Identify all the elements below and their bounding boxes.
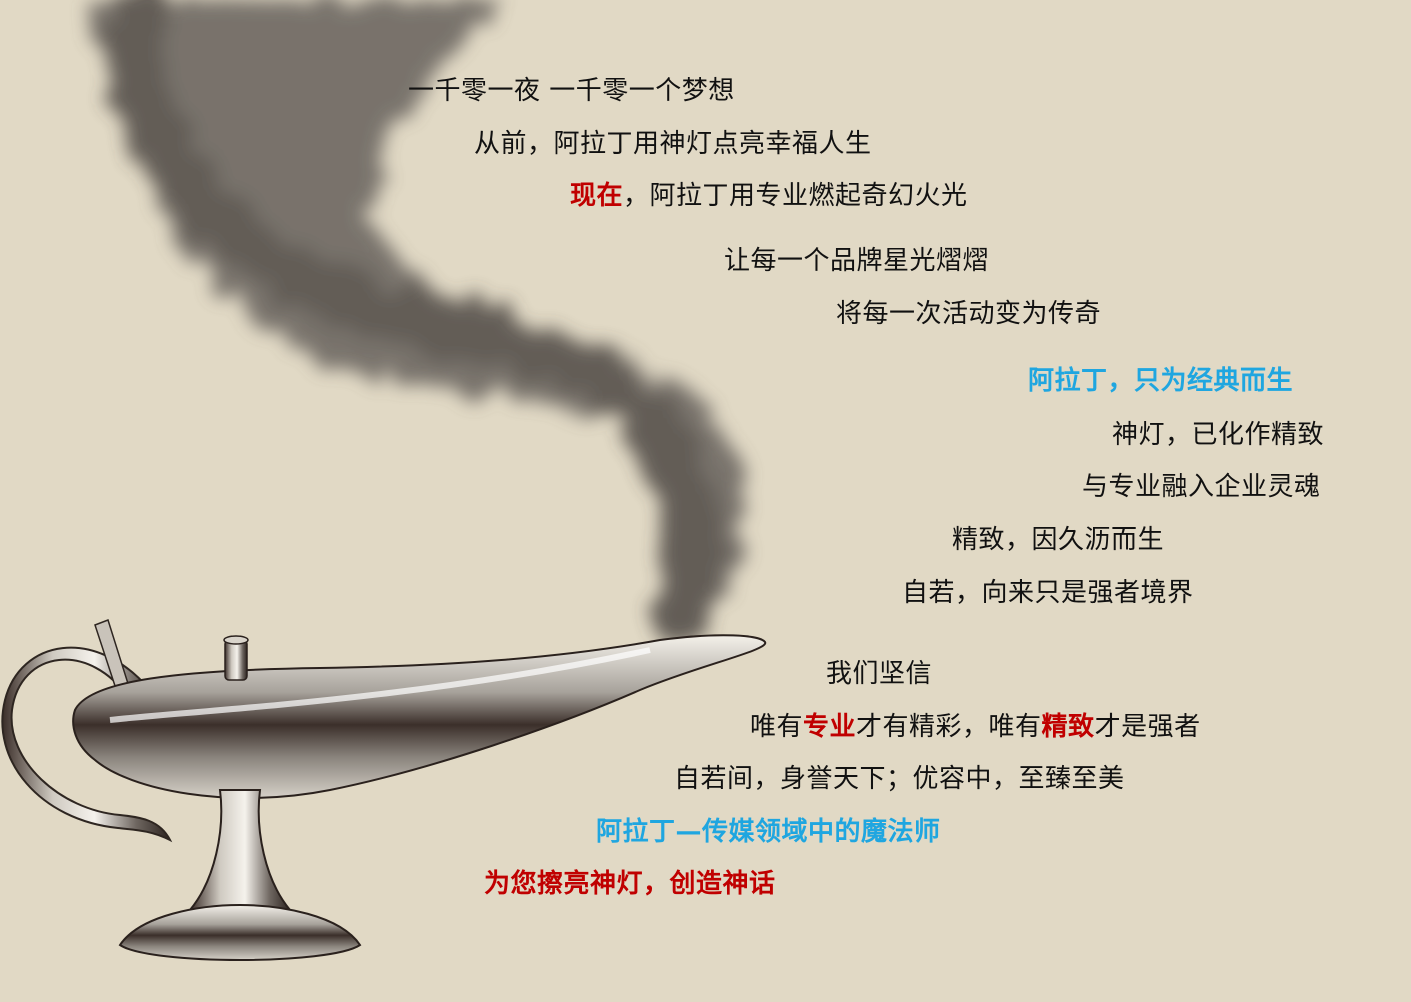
text-line-12-c: 才有精彩，唯有	[856, 712, 1042, 742]
text-line-7: 神灯，已化作精致	[1112, 420, 1325, 450]
text-line-10: 自若，向来只是强者境界	[902, 578, 1194, 608]
text-line-2: 从前，阿拉丁用神灯点亮幸福人生	[474, 129, 872, 159]
text-line-3-rest: ，阿拉丁用专业燃起奇幻火光	[623, 181, 968, 211]
slogan-magician: 阿拉丁—传媒领域中的魔法师	[596, 817, 941, 847]
text-line-9: 精致，因久沥而生	[952, 525, 1165, 555]
highlight-now: 现在	[570, 181, 624, 211]
magic-lamp	[1, 619, 767, 961]
text-line-4: 让每一个品牌星光熠熠	[724, 246, 990, 276]
text-line-5: 将每一次活动变为传奇	[836, 299, 1102, 329]
text-line-13: 自若间，身誉天下；优容中，至臻至美	[674, 764, 1125, 794]
text-line-3: 现在，阿拉丁用专业燃起奇幻火光	[570, 179, 968, 213]
highlight-professional: 专业	[803, 712, 857, 742]
text-line-12-e: 才是强者	[1094, 712, 1201, 742]
highlight-refined: 精致	[1041, 712, 1095, 742]
text-line-12-a: 唯有	[750, 712, 804, 742]
text-line-8: 与专业融入企业灵魂	[1082, 472, 1321, 502]
text-line-12: 唯有专业才有精彩，唯有精致才是强者	[750, 710, 1201, 744]
text-line-11: 我们坚信	[826, 659, 933, 689]
slogan-classic: 阿拉丁，只为经典而生	[1028, 366, 1294, 396]
slogan-polish-lamp: 为您擦亮神灯，创造神话	[484, 869, 776, 899]
smoke-plume	[90, 0, 746, 648]
text-line-1: 一千零一夜 一千零一个梦想	[408, 76, 735, 106]
